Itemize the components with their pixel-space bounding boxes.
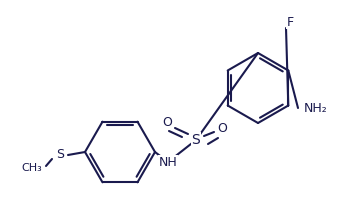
Text: S: S (192, 133, 200, 147)
Text: NH₂: NH₂ (304, 101, 328, 115)
Text: O: O (162, 115, 172, 129)
Text: O: O (217, 122, 227, 134)
Text: F: F (286, 16, 293, 28)
Text: S: S (56, 148, 64, 161)
Text: CH₃: CH₃ (21, 163, 42, 173)
Text: NH: NH (158, 155, 177, 168)
